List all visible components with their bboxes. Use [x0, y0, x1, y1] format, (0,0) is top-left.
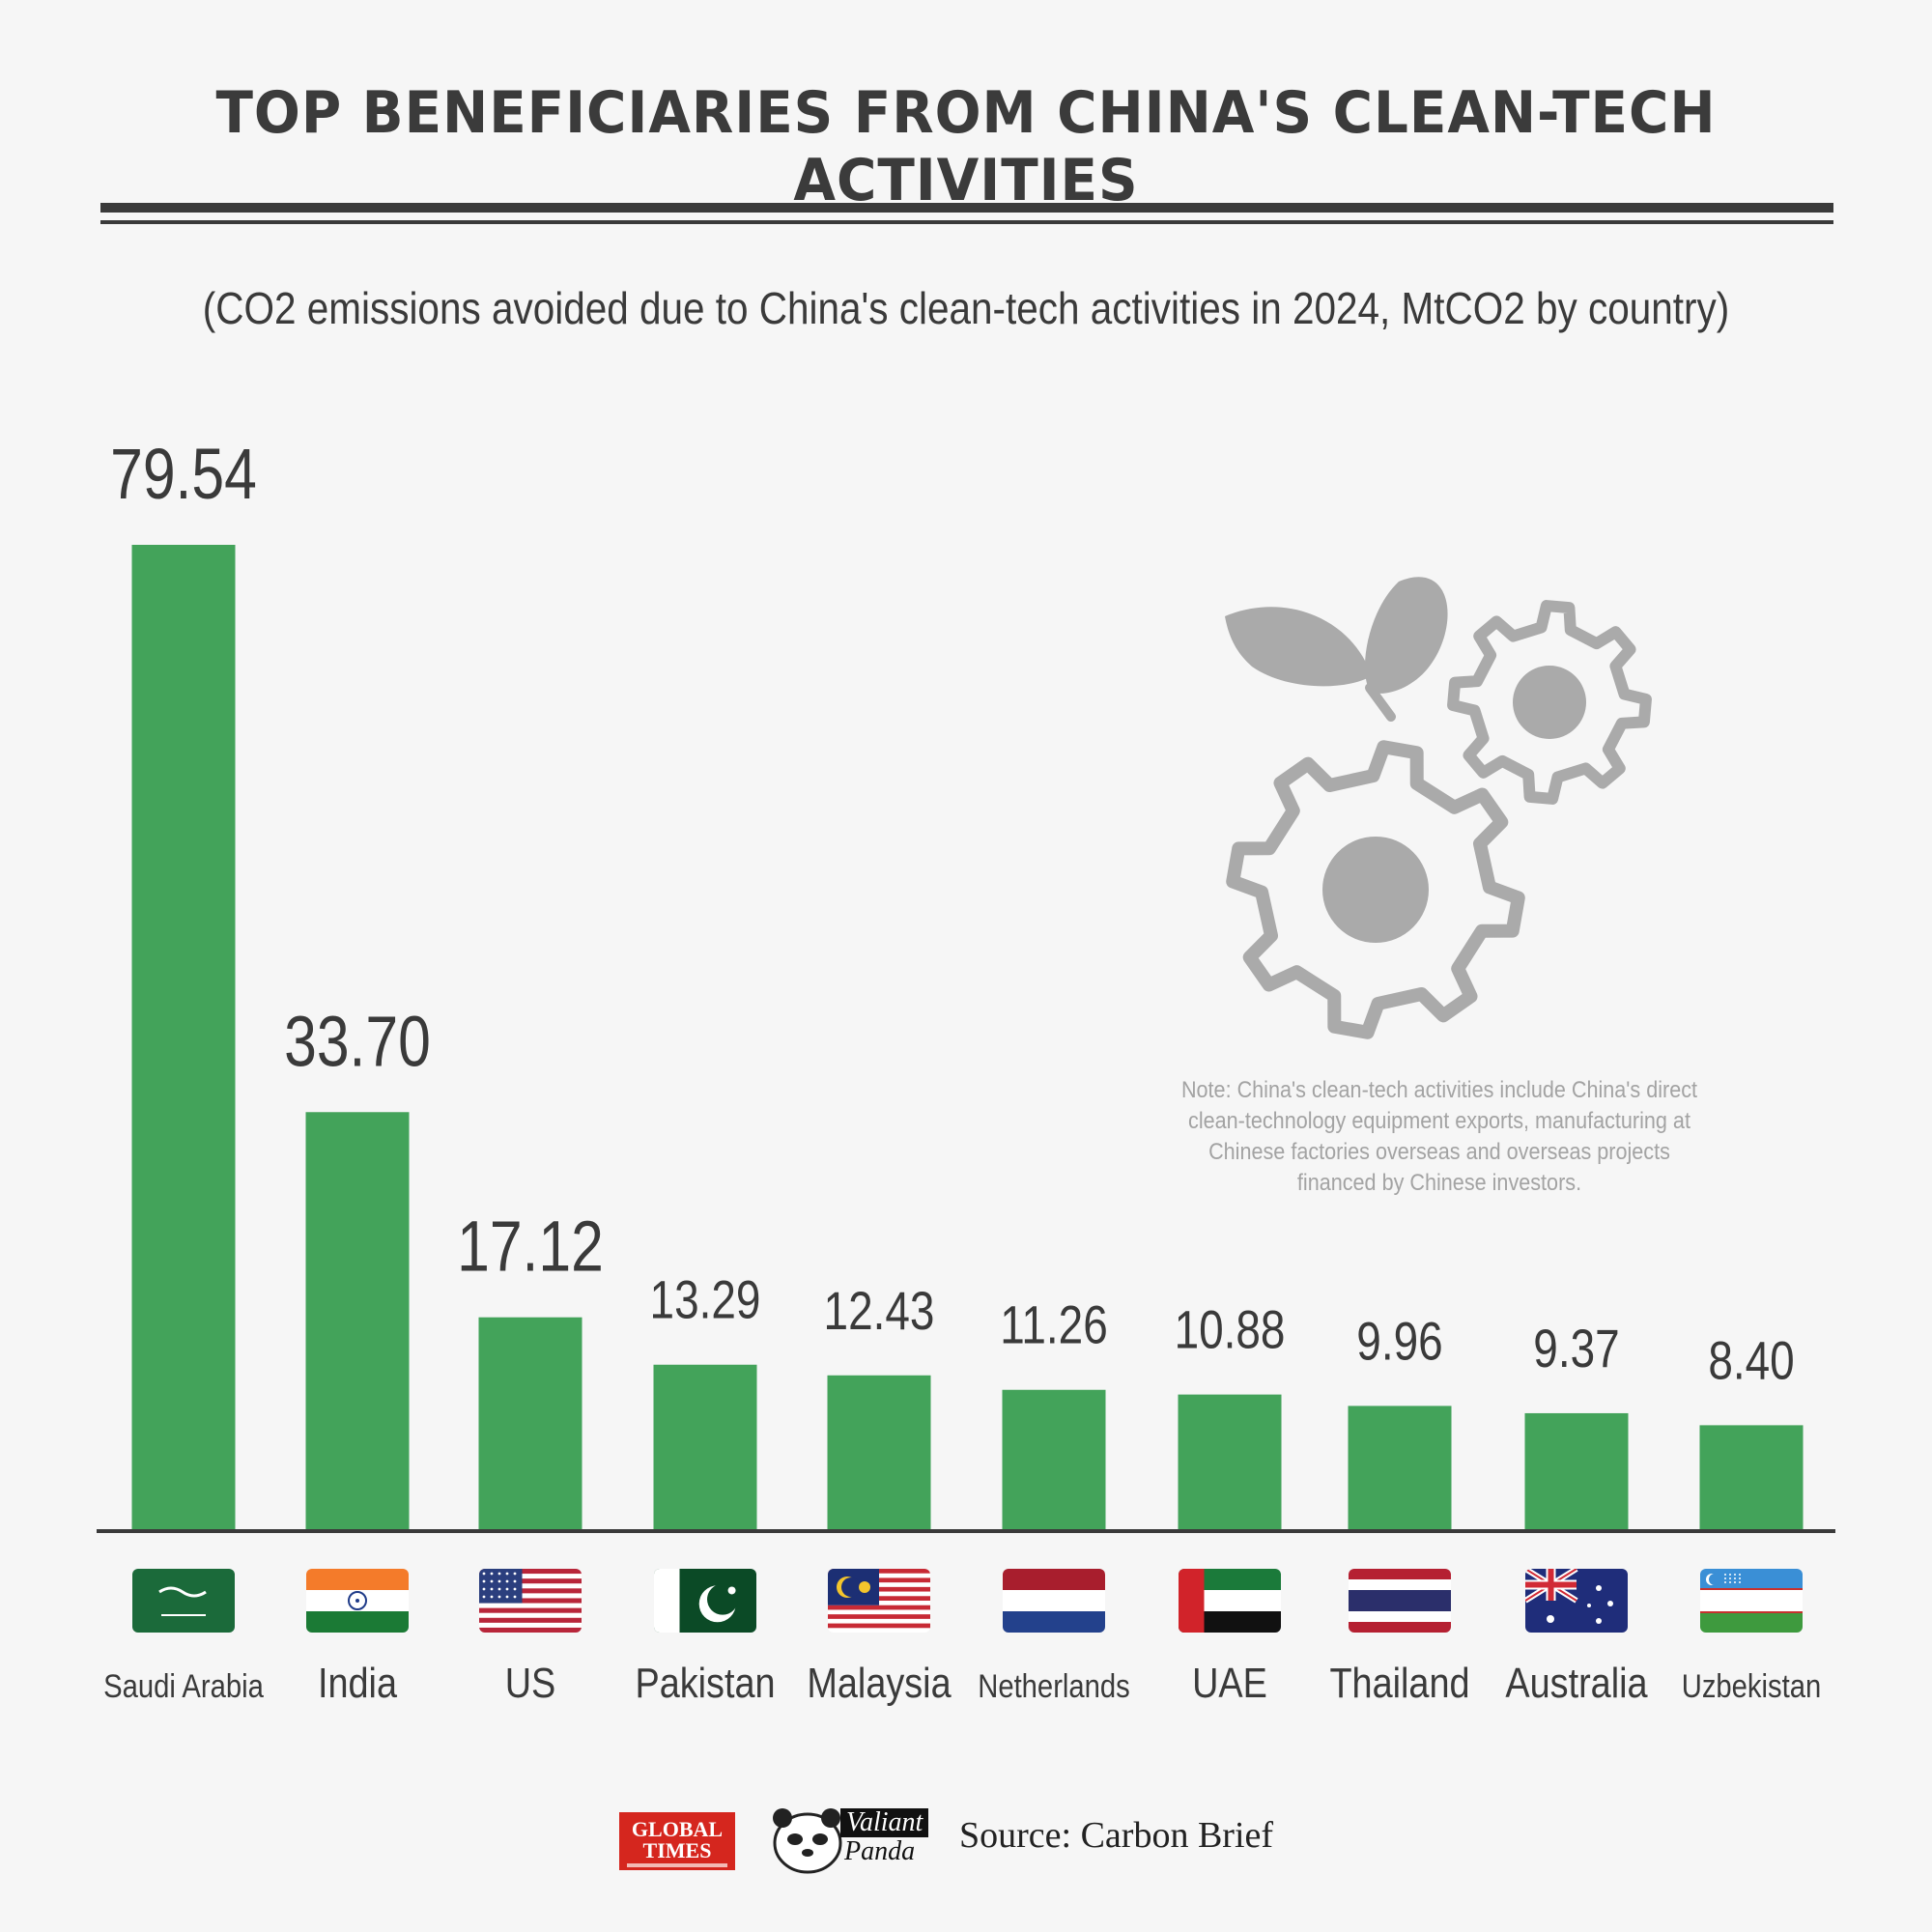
- category-label: US: [505, 1659, 556, 1706]
- category-label: Malaysia: [807, 1659, 951, 1706]
- thailand-flag-icon: [1349, 1569, 1451, 1633]
- category-label: Netherlands: [978, 1667, 1130, 1705]
- uzbekistan-flag-icon: [1700, 1569, 1803, 1633]
- source-credit: Source: Carbon Brief: [959, 1815, 1274, 1856]
- bar-uzbekistan: [1699, 1425, 1804, 1529]
- bar-thailand: [1348, 1406, 1452, 1529]
- bar-netherlands: [1002, 1389, 1106, 1529]
- bar-pakistan: [653, 1364, 757, 1529]
- value-label: 11.26: [1000, 1294, 1107, 1354]
- value-label: 9.96: [1356, 1311, 1442, 1371]
- bar-uae: [1178, 1394, 1282, 1529]
- australia-flag-icon: [1525, 1569, 1628, 1633]
- chart-title: TOP BENEFICIARIES FROM CHINA'S CLEAN-TEC…: [215, 79, 1717, 214]
- panda-icon: [773, 1808, 842, 1874]
- value-label: 17.12: [457, 1208, 604, 1287]
- india-flag-icon: [306, 1569, 409, 1633]
- chart-subtitle: (CO2 emissions avoided due to China's cl…: [202, 283, 1730, 333]
- gears-with-leaf-icon: [1225, 577, 1652, 1039]
- bar-us: [478, 1317, 582, 1529]
- title-divider-thin: [100, 220, 1833, 224]
- value-label: 33.70: [284, 1003, 431, 1082]
- saudi-arabia-flag-icon: [132, 1569, 235, 1633]
- category-label: Pakistan: [635, 1659, 775, 1706]
- valiant-panda-logo: Valiant Panda: [840, 1808, 937, 1866]
- chart-note: Note: China's clean-tech activities incl…: [1180, 1077, 1698, 1196]
- value-label: 12.43: [824, 1280, 935, 1340]
- category-label: Australia: [1505, 1659, 1647, 1706]
- bar-india: [305, 1112, 410, 1529]
- us-flag-icon: [479, 1569, 582, 1633]
- valiant-panda-line2: Panda: [844, 1836, 916, 1866]
- category-label: UAE: [1192, 1659, 1267, 1706]
- title-divider-thick: [100, 203, 1833, 213]
- value-label: 8.40: [1708, 1330, 1794, 1390]
- uae-flag-icon: [1179, 1569, 1281, 1633]
- category-label: Uzbekistan: [1682, 1667, 1822, 1705]
- value-label: 13.29: [650, 1269, 761, 1329]
- netherlands-flag-icon: [1003, 1569, 1105, 1633]
- valiant-panda-line1: Valiant: [840, 1808, 929, 1837]
- malaysia-flag-icon: [828, 1569, 930, 1633]
- category-label: India: [318, 1659, 397, 1706]
- global-times-logo: GLOBAL TIMES: [619, 1812, 735, 1870]
- category-label: Saudi Arabia: [103, 1667, 264, 1705]
- pakistan-flag-icon: [654, 1569, 756, 1633]
- global-times-logo-text: GLOBAL TIMES: [631, 1817, 724, 1862]
- footer: GLOBAL TIMES Valiant Panda Source: Carbo…: [0, 1806, 1932, 1874]
- value-label: 9.37: [1533, 1319, 1619, 1378]
- bar-saudi-arabia: [131, 545, 236, 1529]
- bar-australia: [1524, 1412, 1629, 1529]
- category-label: Thailand: [1329, 1659, 1469, 1706]
- value-label: 79.54: [110, 435, 257, 514]
- value-label: 10.88: [1175, 1299, 1286, 1359]
- bar-malaysia: [827, 1375, 931, 1529]
